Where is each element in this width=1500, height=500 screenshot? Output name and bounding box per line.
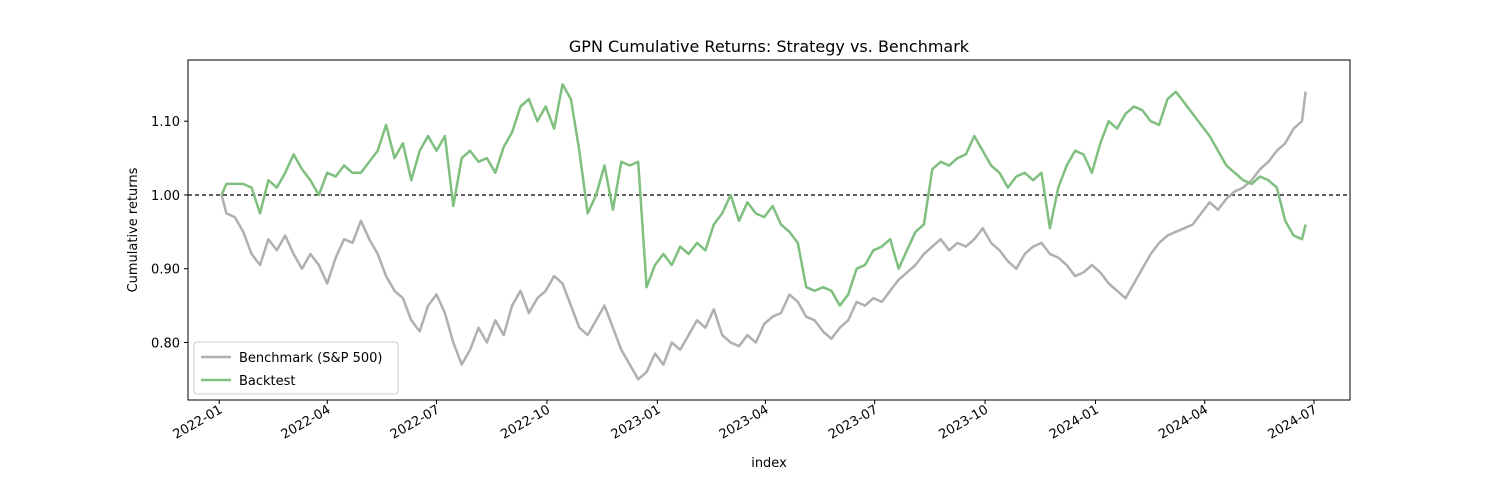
y-axis: 0.80 0.90 1.00 1.10 xyxy=(151,115,188,351)
x-axis-label: index xyxy=(751,456,787,471)
y-tick-label: 1.00 xyxy=(151,189,180,204)
series-layer xyxy=(220,83,1307,381)
series-line-benchmark xyxy=(220,91,1307,381)
legend-label-backtest: Backtest xyxy=(239,374,296,389)
legend-box xyxy=(193,341,399,395)
y-tick-label: 1.10 xyxy=(151,115,180,130)
y-tick-label: 0.90 xyxy=(151,263,180,278)
legend: Benchmark (S&P 500) Backtest xyxy=(193,341,399,395)
series-line-backtest xyxy=(220,83,1307,307)
legend-label-benchmark: Benchmark (S&P 500) xyxy=(239,351,383,366)
plot-area xyxy=(187,59,1351,401)
y-axis-label: Cumulative returns xyxy=(126,167,141,292)
y-tick-label: 0.80 xyxy=(151,336,180,351)
plot-frame xyxy=(187,59,1351,401)
chart-title: GPN Cumulative Returns: Strategy vs. Ben… xyxy=(569,37,970,56)
